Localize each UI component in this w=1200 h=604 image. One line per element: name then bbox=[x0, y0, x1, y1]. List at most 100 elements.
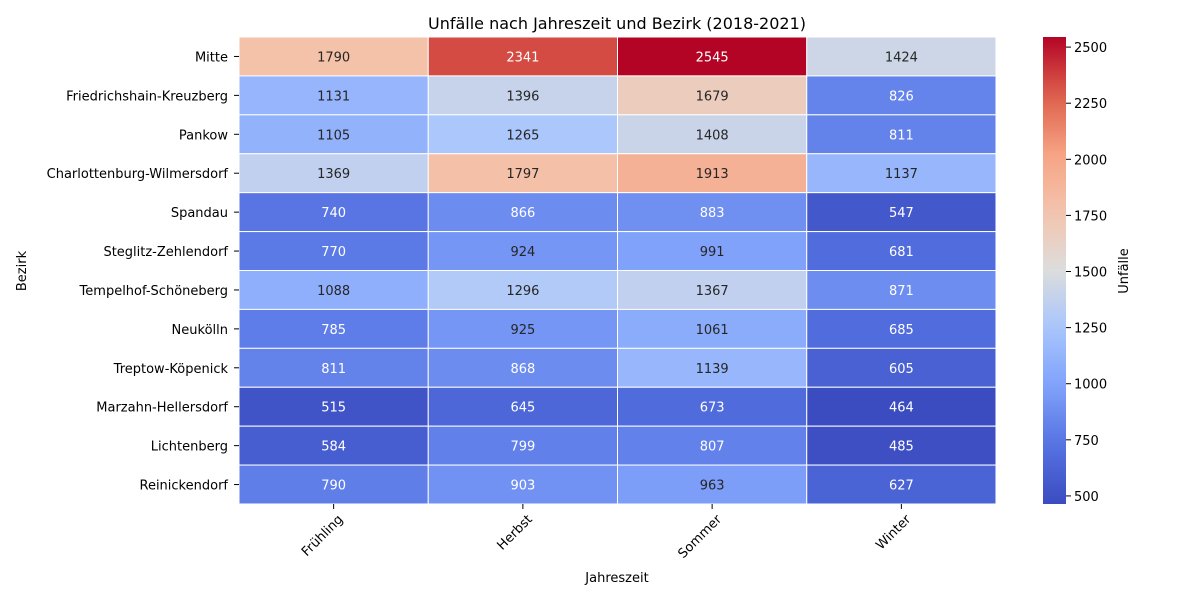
x-tick-label: Herbst bbox=[495, 512, 536, 553]
heatmap-cell bbox=[427, 425, 618, 466]
heatmap-cell bbox=[427, 464, 618, 505]
colorbar-tick-label: 1250 bbox=[1074, 322, 1107, 337]
cell-value-label: 673 bbox=[700, 401, 725, 416]
y-tick-label: Charlottenburg-Wilmersdorf bbox=[47, 167, 229, 182]
y-tick-label: Marzahn-Hellersdorf bbox=[96, 401, 228, 416]
heatmap-cell bbox=[806, 192, 997, 233]
heatmap-cell bbox=[427, 114, 618, 155]
heatmap-cell bbox=[238, 386, 429, 427]
cell-value-label: 1088 bbox=[317, 284, 350, 299]
heatmap-cell bbox=[238, 308, 429, 349]
x-tick-label: Winter bbox=[873, 512, 914, 553]
heatmap-cell bbox=[238, 270, 429, 310]
heatmap-cell bbox=[427, 153, 618, 194]
heatmap-cell bbox=[238, 464, 429, 505]
heatmap-cell bbox=[617, 270, 808, 310]
column-labels: Frühling Herbst Sommer Winter bbox=[299, 504, 915, 562]
y-tick-label: Neukölln bbox=[172, 323, 228, 338]
cell-value-label: 1396 bbox=[506, 89, 539, 104]
heatmap-cell bbox=[806, 36, 997, 77]
x-tick-label: Sommer bbox=[676, 512, 726, 562]
y-axis-label: Bezirk bbox=[15, 250, 30, 291]
cell-value-label: 991 bbox=[700, 245, 725, 260]
cell-value-label: 485 bbox=[889, 440, 914, 455]
heatmap-cell bbox=[617, 36, 808, 77]
cell-value-label: 1790 bbox=[317, 50, 350, 65]
colorbar-tick-label: 2250 bbox=[1074, 97, 1107, 112]
y-tick-label: Friedrichshain-Kreuzberg bbox=[66, 89, 228, 104]
cell-value-label: 1913 bbox=[696, 167, 729, 182]
y-tick-label: Spandau bbox=[171, 206, 228, 221]
cell-value-label: 1137 bbox=[885, 167, 918, 182]
heatmap-cell bbox=[617, 386, 808, 427]
row-labels: Mitte Friedrichshain-Kreuzberg Pankow Charl… bbox=[47, 50, 239, 494]
cell-value-label: 1369 bbox=[317, 167, 350, 182]
heatmap-cell bbox=[806, 347, 997, 388]
cell-value-label: 547 bbox=[889, 206, 914, 221]
heatmap-cells: 1790 2341 2545 1424 1131 1396 1679 826 1105 1265 1… bbox=[238, 36, 997, 505]
cell-value-label: 1408 bbox=[696, 128, 729, 143]
cell-value-label: 605 bbox=[889, 362, 914, 377]
cell-value-label: 515 bbox=[321, 401, 346, 416]
y-tick-label: Mitte bbox=[195, 50, 228, 65]
cell-value-label: 811 bbox=[321, 362, 346, 377]
colorbar-gradient bbox=[1043, 37, 1066, 504]
cell-value-label: 681 bbox=[889, 245, 914, 260]
y-tick-label: Pankow bbox=[179, 128, 228, 143]
heatmap-cell bbox=[617, 308, 808, 349]
cell-value-label: 924 bbox=[510, 245, 535, 260]
heatmap-cell bbox=[238, 36, 429, 77]
heatmap-cell bbox=[617, 464, 808, 505]
y-tick-label: Reinickendorf bbox=[140, 479, 229, 494]
cell-value-label: 645 bbox=[510, 401, 535, 416]
cell-value-label: 871 bbox=[889, 284, 914, 299]
heatmap-cell bbox=[617, 231, 808, 271]
heatmap-cell bbox=[427, 192, 618, 233]
heatmap-cell bbox=[806, 425, 997, 466]
cell-value-label: 627 bbox=[889, 479, 914, 494]
heatmap-cell bbox=[806, 386, 997, 427]
x-axis-label: Jahreszeit bbox=[584, 571, 648, 586]
chart-title: Unfälle nach Jahreszeit und Bezirk (2018… bbox=[428, 14, 806, 33]
cell-value-label: 807 bbox=[700, 440, 725, 455]
y-tick-label: Lichtenberg bbox=[151, 440, 228, 455]
cell-value-label: 1061 bbox=[696, 323, 729, 338]
cell-value-label: 963 bbox=[700, 479, 725, 494]
cell-value-label: 799 bbox=[510, 440, 535, 455]
cell-value-label: 740 bbox=[321, 206, 346, 221]
colorbar-tick-label: 750 bbox=[1074, 434, 1099, 449]
heatmap-cell bbox=[806, 231, 997, 271]
cell-value-label: 866 bbox=[510, 206, 535, 221]
heatmap-cell bbox=[427, 386, 618, 427]
cell-value-label: 1367 bbox=[696, 284, 729, 299]
cell-value-label: 790 bbox=[321, 479, 346, 494]
heatmap-cell bbox=[806, 153, 997, 194]
cell-value-label: 1797 bbox=[506, 167, 539, 182]
cell-value-label: 785 bbox=[321, 323, 346, 338]
colorbar-tick-label: 2000 bbox=[1074, 153, 1107, 168]
x-tick-label: Frühling bbox=[299, 512, 346, 559]
cell-value-label: 811 bbox=[889, 128, 914, 143]
cell-value-label: 1131 bbox=[317, 89, 350, 104]
cell-value-label: 1105 bbox=[317, 128, 350, 143]
cell-value-label: 868 bbox=[510, 362, 535, 377]
heatmap-cell bbox=[427, 231, 618, 271]
cell-value-label: 1679 bbox=[696, 89, 729, 104]
colorbar-tick-label: 1750 bbox=[1074, 209, 1107, 224]
colorbar: 500 750 1000 1250 1500 1750 2000 2250 2500 bbox=[1043, 37, 1107, 505]
cell-value-label: 464 bbox=[889, 401, 914, 416]
cell-value-label: 1265 bbox=[506, 128, 539, 143]
colorbar-tick-label: 1000 bbox=[1074, 378, 1107, 393]
colorbar-tick-label: 500 bbox=[1074, 490, 1099, 505]
cell-value-label: 2341 bbox=[506, 50, 539, 65]
cell-value-label: 903 bbox=[510, 479, 535, 494]
heatmap-cell bbox=[806, 75, 997, 116]
cell-value-label: 584 bbox=[321, 440, 346, 455]
colorbar-label: Unfälle bbox=[1117, 248, 1132, 294]
heatmap-cell bbox=[238, 231, 429, 271]
cell-value-label: 1296 bbox=[506, 284, 539, 299]
heatmap-cell bbox=[806, 114, 997, 155]
cell-value-label: 1424 bbox=[885, 50, 918, 65]
